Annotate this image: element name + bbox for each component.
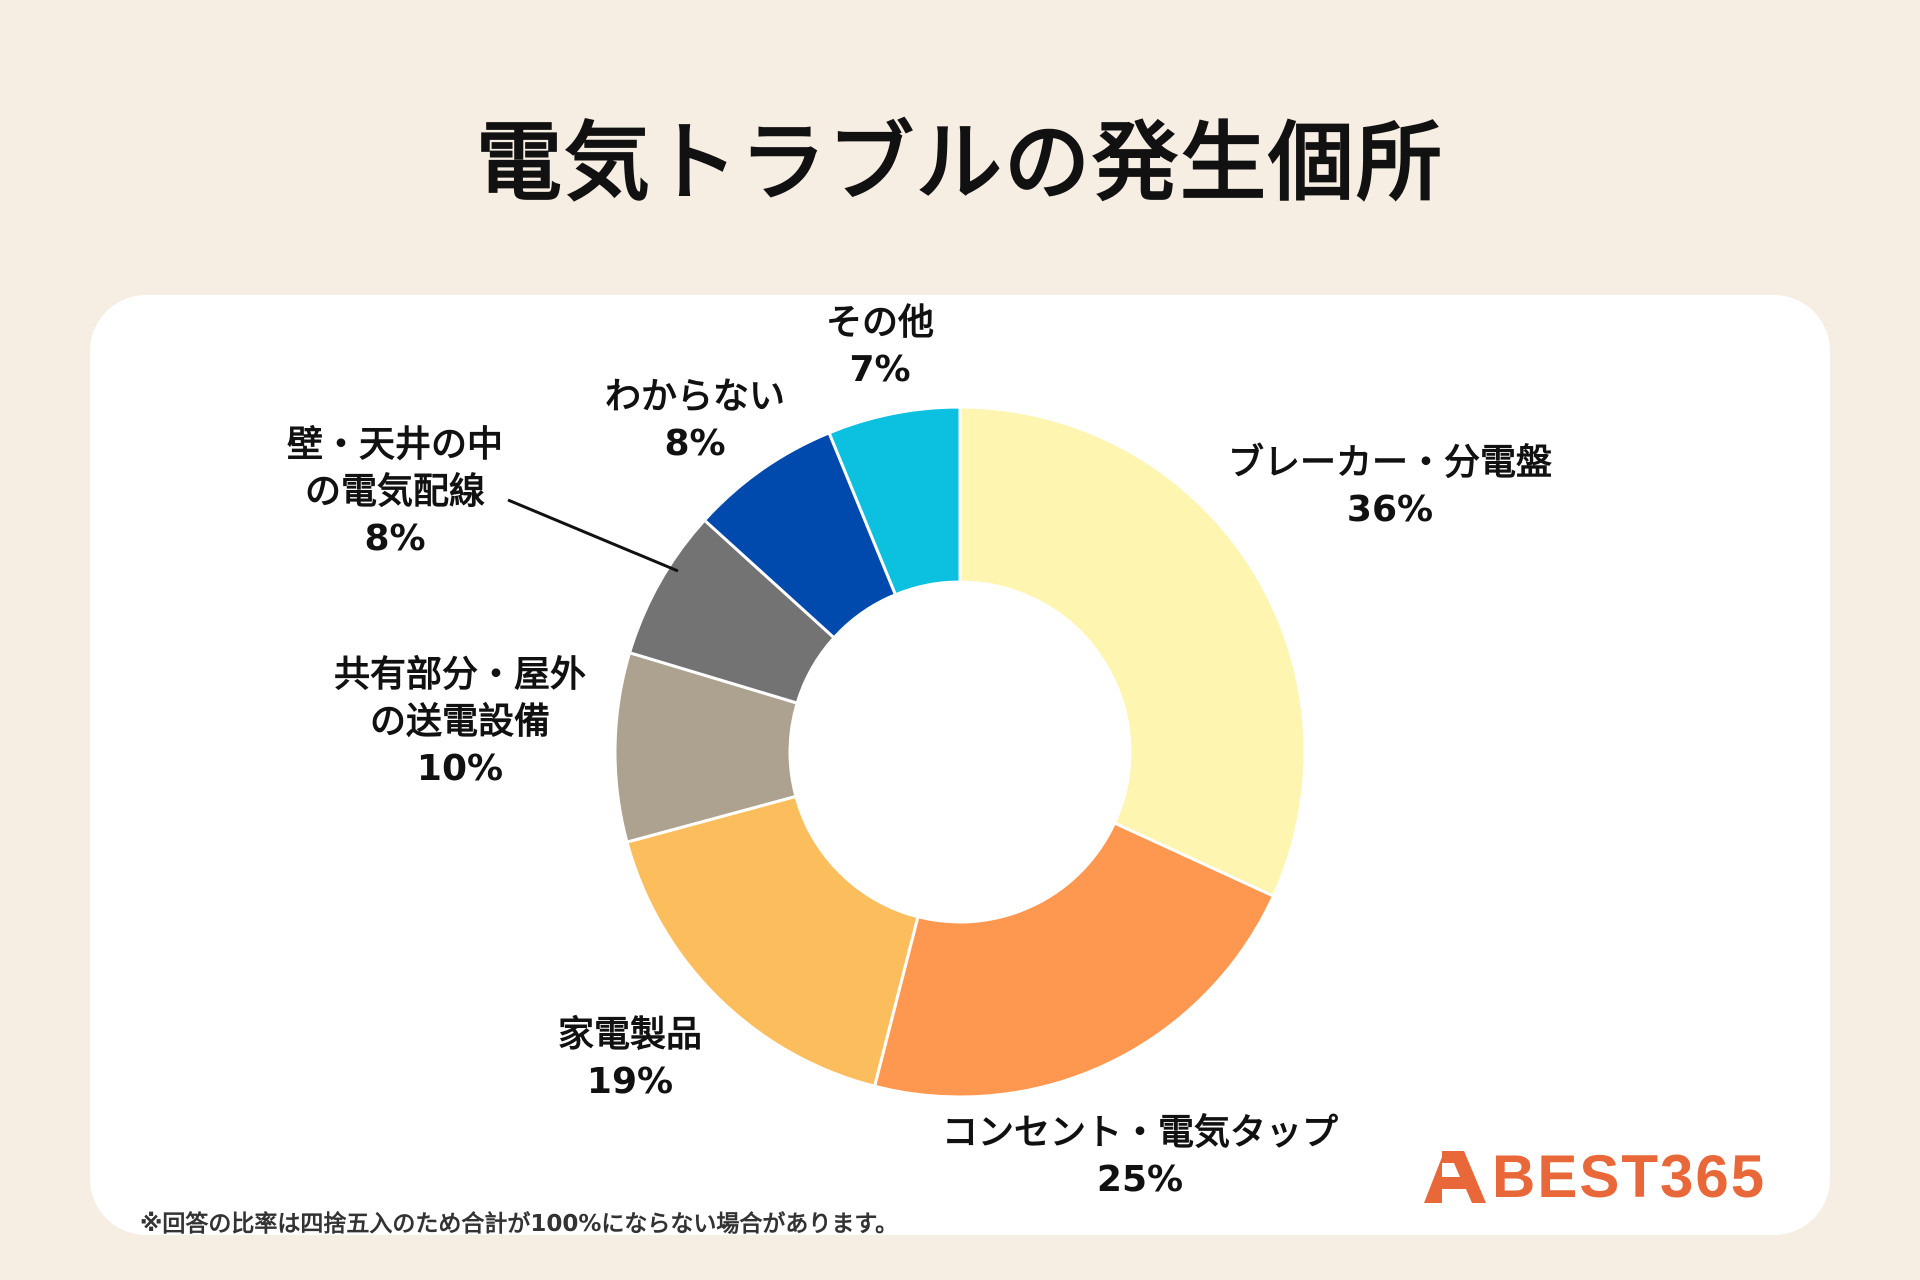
slice-label-text: 壁・天井の中 [286, 424, 503, 465]
slice-label-breaker: ブレーカー・分電盤 36% [1200, 440, 1580, 534]
logo-mark-icon [1424, 1150, 1486, 1203]
brand-logo: BEST365 [1420, 1142, 1766, 1211]
slice-label-text: の電気配線 [304, 470, 485, 512]
donut-slice-2 [625, 794, 920, 1089]
slice-label-other: その他 7% [790, 300, 970, 394]
slice-label-text: 共有部分・屋外 [333, 654, 586, 695]
slice-label-text: わからない [604, 376, 785, 417]
slice-label-text: その他 [825, 302, 934, 343]
slice-value-label: 25% [1096, 1158, 1184, 1200]
slice-value-label: 19% [586, 1060, 674, 1102]
slice-label-text: ブレーカー・分電盤 [1227, 442, 1552, 483]
donut-slice-1 [872, 821, 1276, 1099]
slice-value-label: 7% [849, 348, 911, 390]
slice-value-label: 36% [1346, 488, 1434, 530]
slice-label-text: の送電設備 [369, 700, 550, 742]
slice-label-text: 家電製品 [557, 1014, 702, 1055]
slice-label-appliances: 家電製品 19% [520, 1012, 740, 1106]
footnote: ※回答の比率は四捨五入のため合計が100%にならない場合があります。 [140, 1211, 899, 1237]
chart-title: 電気トラブルの発生個所 [476, 113, 1444, 213]
logo-text: BEST365 [1492, 1143, 1767, 1210]
slice-label-unknown: わからない 8% [580, 374, 810, 468]
slice-label-outlet: コンセント・電気タップ 25% [900, 1110, 1380, 1204]
slice-label-wall-wiring: 壁・天井の中 の電気配線 8% [270, 422, 520, 562]
slice-value-label: 8% [664, 422, 726, 464]
donut-slice-6 [827, 405, 962, 597]
slice-value-label: 8% [364, 517, 426, 559]
donut-slice-0 [958, 405, 1307, 899]
leader-line [507, 498, 679, 573]
slice-label-common-areas: 共有部分・屋外 の送電設備 10% [310, 652, 610, 792]
slice-label-text: コンセント・電気タップ [941, 1112, 1338, 1153]
slice-value-label: 10% [416, 747, 504, 789]
